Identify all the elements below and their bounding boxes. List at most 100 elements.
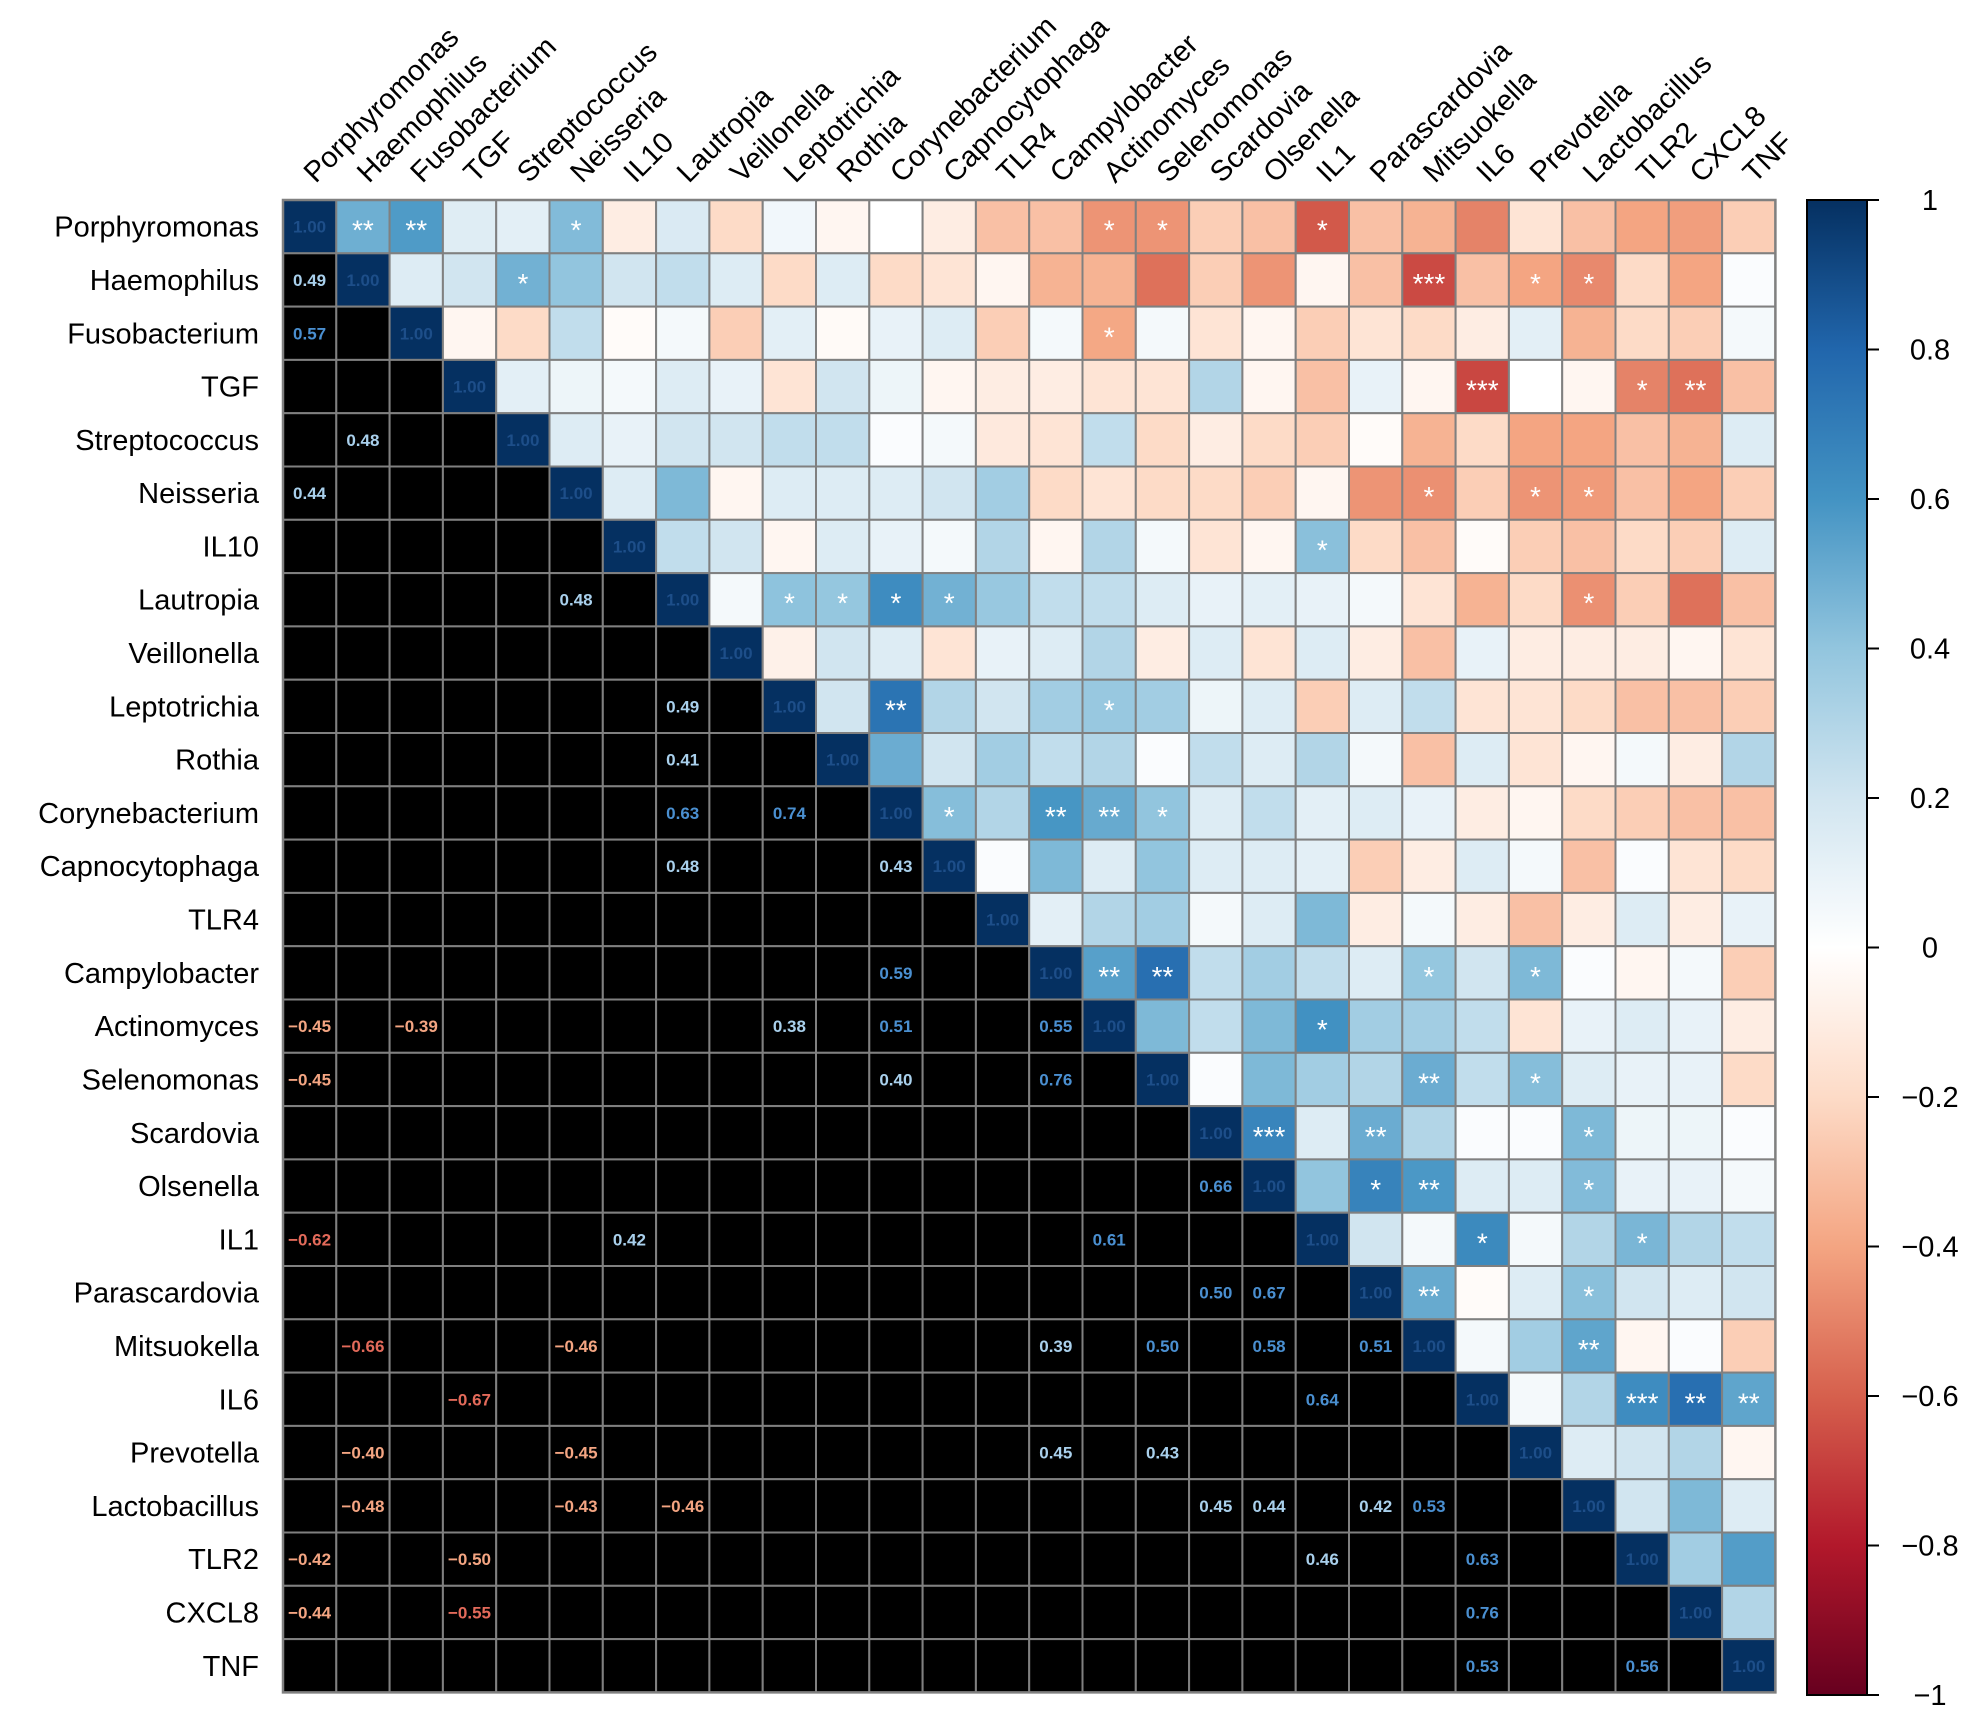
heatmap-cell <box>1667 1531 1724 1587</box>
correlation-value-label: −0.39 <box>395 1017 438 1036</box>
heatmap-cell <box>974 358 1031 415</box>
significance-star: * <box>1583 1121 1594 1152</box>
heatmap-cell <box>761 678 818 735</box>
heatmap-cell <box>761 1584 818 1641</box>
heatmap-cell <box>441 1211 498 1267</box>
heatmap-cell <box>974 625 1031 681</box>
heatmap-cell <box>548 678 604 735</box>
heatmap-cell <box>1028 1318 1084 1374</box>
heatmap-cell <box>815 1638 871 1694</box>
heatmap-cell <box>1081 625 1137 681</box>
heatmap-cell <box>548 891 604 948</box>
significance-star: ** <box>1685 375 1707 406</box>
heatmap-cell <box>815 998 871 1054</box>
correlation-value-label: −0.43 <box>555 1497 598 1516</box>
heatmap-cell <box>1348 838 1404 894</box>
heatmap-border <box>281 198 1777 1694</box>
row-label: Selenomonas <box>82 1065 259 1097</box>
heatmap-cell <box>815 199 871 255</box>
heatmap-cell <box>441 572 498 628</box>
heatmap-cell <box>1667 518 1724 575</box>
correlation-value-label: 1.00 <box>346 271 379 290</box>
row-label: Neisseria <box>138 478 260 510</box>
correlation-value-label: 1.00 <box>773 697 806 716</box>
heatmap-cell <box>388 1265 444 1321</box>
correlation-value-label: −0.55 <box>448 1604 491 1623</box>
correlation-value-label: 0.53 <box>1466 1657 1499 1676</box>
heatmap-cell <box>815 1424 871 1481</box>
heatmap-cell <box>441 1318 498 1374</box>
heatmap-cell <box>1454 199 1510 255</box>
heatmap-cell <box>761 785 818 841</box>
heatmap-cell <box>708 945 764 1001</box>
heatmap-cell <box>388 625 444 681</box>
heatmap-cell <box>1401 1531 1457 1587</box>
heatmap-cell <box>1667 412 1724 468</box>
heatmap-cell <box>548 1424 604 1481</box>
heatmap-cell <box>1188 572 1244 628</box>
significance-star: * <box>1583 268 1594 299</box>
heatmap-cell <box>1241 838 1297 894</box>
heatmap-cell <box>1454 358 1510 415</box>
colorbar-tick-label: −1 <box>1913 1680 1946 1712</box>
heatmap-cell <box>335 1531 391 1587</box>
heatmap-cell <box>1028 945 1084 1001</box>
heatmap-cell <box>1454 412 1510 468</box>
heatmap-cell <box>1667 945 1724 1001</box>
heatmap-cell <box>974 1424 1031 1481</box>
heatmap-cell <box>335 358 391 415</box>
heatmap-cell <box>1294 465 1350 521</box>
heatmap-cell <box>1241 1584 1297 1641</box>
heatmap-cell <box>868 252 924 308</box>
heatmap-cell <box>1401 1211 1457 1267</box>
heatmap-cell <box>1614 1318 1670 1374</box>
heatmap-cell <box>1188 1318 1244 1374</box>
correlation-value-label: 1.00 <box>1679 1604 1712 1623</box>
heatmap-cell <box>1188 625 1244 681</box>
heatmap-cell <box>335 1424 391 1481</box>
heatmap-cell <box>282 518 338 575</box>
heatmap-cell <box>1348 945 1404 1001</box>
heatmap-cell <box>1561 1211 1617 1267</box>
heatmap-cell <box>1401 678 1457 735</box>
heatmap-cell <box>1401 891 1457 948</box>
heatmap-cell <box>1667 199 1724 255</box>
heatmap-cell <box>1294 785 1350 841</box>
heatmap-cell <box>1667 678 1724 735</box>
heatmap-cell <box>1188 1531 1244 1587</box>
heatmap-cell <box>601 1584 658 1641</box>
heatmap-cell <box>1454 838 1510 894</box>
heatmap-cell <box>495 518 551 575</box>
heatmap-cell <box>761 1051 818 1108</box>
heatmap-cell <box>655 465 711 521</box>
heatmap-cell <box>655 1265 711 1321</box>
heatmap-cell <box>974 1265 1031 1321</box>
heatmap-cell <box>708 998 764 1054</box>
heatmap-cell <box>1294 572 1350 628</box>
heatmap-cell <box>282 305 338 361</box>
heatmap-cell <box>1188 199 1244 255</box>
heatmap-cell <box>388 1211 444 1267</box>
heatmap-cell <box>601 1424 658 1481</box>
heatmap-cell <box>1134 358 1191 415</box>
correlation-value-label: 1.00 <box>1253 1177 1286 1196</box>
heatmap-cell <box>282 838 338 894</box>
heatmap-cell <box>1614 1051 1670 1108</box>
row-label: Prevotella <box>130 1438 260 1470</box>
correlation-value-label: 0.40 <box>879 1071 912 1090</box>
row-label: TNF <box>203 1651 259 1683</box>
heatmap-cell <box>1348 1318 1404 1374</box>
heatmap-cell <box>1348 625 1404 681</box>
correlation-value-label: −0.44 <box>288 1604 332 1623</box>
heatmap-cell <box>601 945 658 1001</box>
heatmap-cell <box>1401 998 1457 1054</box>
heatmap-cell <box>708 785 764 841</box>
heatmap-cell <box>388 1478 444 1534</box>
correlation-value-label: 1.00 <box>879 804 912 823</box>
heatmap-cell <box>548 785 604 841</box>
heatmap-cell <box>1294 1105 1350 1161</box>
heatmap-cell <box>1454 732 1510 788</box>
heatmap-cell <box>1294 625 1350 681</box>
heatmap-cell <box>1454 1265 1510 1321</box>
